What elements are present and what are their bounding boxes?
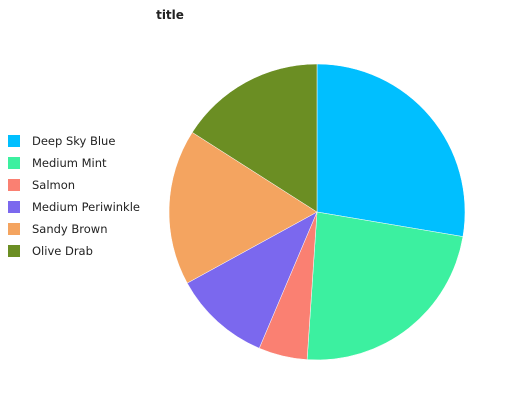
legend-item: Medium Periwinkle	[8, 196, 158, 218]
legend-label: Olive Drab	[32, 244, 93, 258]
legend-item: Sandy Brown	[8, 218, 158, 240]
legend-swatch	[8, 157, 20, 169]
legend-label: Deep Sky Blue	[32, 134, 116, 148]
legend-label: Medium Periwinkle	[32, 200, 140, 214]
legend-swatch	[8, 223, 20, 235]
legend: Deep Sky Blue Medium Mint Salmon Medium Per…	[8, 130, 158, 262]
legend-label: Medium Mint	[32, 156, 107, 170]
legend-item: Deep Sky Blue	[8, 130, 158, 152]
pie-slice-sandy-brown	[168, 132, 318, 284]
legend-item: Medium Mint	[8, 152, 158, 174]
pie-slice-deep-sky-blue	[316, 63, 466, 237]
legend-swatch	[8, 135, 20, 147]
pie-slice-olive-drab	[191, 63, 318, 213]
pie-slice-medium-mint	[306, 211, 464, 361]
legend-swatch	[8, 245, 20, 257]
pie-slice-medium-periwinkle	[186, 211, 318, 349]
chart-title: title	[156, 8, 184, 22]
legend-item: Olive Drab	[8, 240, 158, 262]
legend-label: Salmon	[32, 178, 76, 192]
legend-label: Sandy Brown	[32, 222, 108, 236]
legend-swatch	[8, 179, 20, 191]
legend-swatch	[8, 201, 20, 213]
legend-item: Salmon	[8, 174, 158, 196]
